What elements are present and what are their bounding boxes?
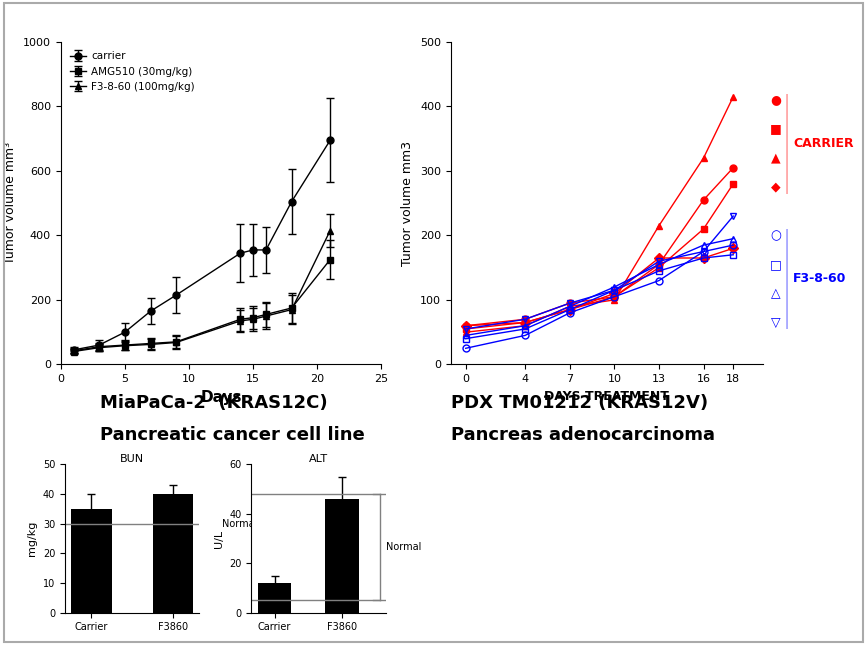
Y-axis label: Tumor volume mm3: Tumor volume mm3: [401, 141, 414, 266]
Text: Normal: Normal: [222, 519, 257, 529]
X-axis label: DAYS TREATMENT: DAYS TREATMENT: [544, 390, 669, 402]
Text: Normal: Normal: [387, 542, 422, 552]
Text: PDX TM01212 (KRAS12V): PDX TM01212 (KRAS12V): [451, 394, 708, 412]
Text: ●: ●: [771, 94, 781, 106]
Text: CARRIER: CARRIER: [793, 137, 854, 150]
Y-axis label: Tumor volume mm³: Tumor volume mm³: [4, 142, 17, 264]
Text: Pancreatic cancer cell line: Pancreatic cancer cell line: [100, 426, 364, 444]
Text: □: □: [770, 258, 782, 271]
X-axis label: Days: Days: [200, 390, 242, 404]
Bar: [71, 509, 112, 613]
Text: △: △: [771, 287, 781, 300]
Bar: [153, 494, 193, 613]
Bar: [325, 499, 359, 613]
Text: F3-8-60: F3-8-60: [793, 272, 847, 286]
Title: ALT: ALT: [309, 453, 329, 464]
Text: Pancreas adenocarcinoma: Pancreas adenocarcinoma: [451, 426, 714, 444]
Title: BUN: BUN: [121, 453, 144, 464]
Y-axis label: U/L: U/L: [214, 530, 224, 548]
Text: ▽: ▽: [771, 316, 781, 329]
Text: ○: ○: [771, 229, 781, 242]
Text: ◆: ◆: [771, 181, 781, 194]
Legend: carrier, AMG510 (30mg/kg), F3-8-60 (100mg/kg): carrier, AMG510 (30mg/kg), F3-8-60 (100m…: [66, 47, 199, 96]
Text: ■: ■: [770, 123, 782, 135]
Y-axis label: mg/kg: mg/kg: [28, 521, 37, 556]
Bar: [257, 583, 291, 613]
Text: MiaPaCa-2  (KRAS12C): MiaPaCa-2 (KRAS12C): [100, 394, 328, 412]
Text: ▲: ▲: [771, 152, 781, 164]
